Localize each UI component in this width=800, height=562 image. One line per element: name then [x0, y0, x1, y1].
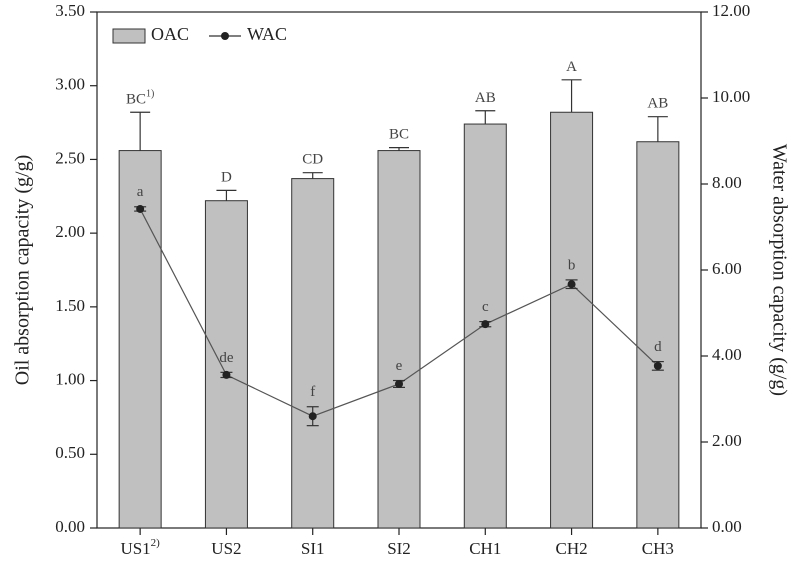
letter: BC — [389, 127, 409, 143]
bar — [118, 150, 162, 529]
legend-swatch — [112, 28, 146, 44]
x-tick-text: US1 — [120, 539, 150, 558]
legend-label: WAC — [247, 24, 287, 44]
x-tick-label: SI2 — [387, 539, 411, 558]
y2-tick-label: 10.00 — [712, 87, 750, 106]
significance-letter: BC1) — [126, 89, 154, 108]
significance-letter: e — [396, 358, 403, 374]
y2-tick-label: 0.00 — [712, 517, 742, 536]
y-tick-label: 1.00 — [55, 369, 85, 388]
point — [222, 370, 231, 379]
significance-letter: c — [482, 299, 489, 315]
x-tick-label: CH3 — [642, 539, 674, 558]
significance-letter: f — [310, 384, 315, 400]
y2-tick-label: 4.00 — [712, 345, 742, 364]
letter: BC — [126, 92, 146, 108]
y2-tick-label: 6.00 — [712, 259, 742, 278]
significance-letter: A — [566, 59, 577, 75]
significance-letter: CD — [302, 152, 323, 168]
x-tick-text: SI2 — [387, 539, 411, 558]
footnote-mark: 1) — [146, 89, 154, 100]
y2-tick-label: 2.00 — [712, 431, 742, 450]
y2-tick-label: 12.00 — [712, 1, 750, 20]
significance-letter: a — [137, 184, 144, 200]
x-tick-text: CH2 — [556, 539, 588, 558]
significance-letter: AB — [475, 90, 496, 106]
y-tick-label: 0.50 — [55, 443, 85, 462]
letter: A — [566, 59, 577, 75]
y-tick-label: 2.00 — [55, 222, 85, 241]
point — [395, 379, 403, 388]
letter: AB — [647, 96, 668, 112]
x-tick-label: SI1 — [301, 539, 325, 558]
footnote-mark: 2) — [151, 537, 161, 549]
legend-label: OAC — [151, 24, 189, 44]
bar — [377, 150, 421, 529]
significance-letter: b — [568, 257, 576, 273]
y-tick-label: 2.50 — [55, 148, 85, 167]
point — [567, 280, 576, 289]
y-tick-label: 3.00 — [55, 75, 85, 94]
letter: D — [221, 170, 232, 186]
letter: CD — [302, 152, 323, 168]
x-tick-text: CH3 — [642, 539, 674, 558]
point — [653, 361, 662, 370]
y-axis-title: Oil absorption capacity (g/g) — [12, 155, 34, 386]
x-tick-label: CH1 — [469, 539, 501, 558]
x-tick-label: US12) — [120, 537, 160, 558]
y-tick-label: 1.50 — [55, 296, 85, 315]
y-tick-label: 0.00 — [55, 517, 85, 536]
point — [481, 320, 490, 329]
significance-letter: D — [221, 170, 232, 186]
point — [308, 412, 317, 421]
y2-axis-title: Water absorption capacity (g/g) — [768, 144, 790, 396]
significance-letter: BC — [389, 127, 409, 143]
x-tick-text: US2 — [211, 539, 241, 558]
bar — [291, 178, 335, 529]
point — [136, 204, 145, 213]
y-tick-label: 3.50 — [55, 1, 85, 20]
legend-marker — [221, 32, 229, 40]
significance-letter: de — [219, 350, 234, 366]
x-tick-text: CH1 — [469, 539, 501, 558]
x-tick-label: CH2 — [556, 539, 588, 558]
x-tick-text: SI1 — [301, 539, 325, 558]
significance-letter: AB — [647, 96, 668, 112]
letter: AB — [475, 90, 496, 106]
y2-tick-label: 8.00 — [712, 173, 742, 192]
x-tick-label: US2 — [211, 539, 241, 558]
significance-letter: d — [654, 339, 662, 355]
bar — [550, 111, 594, 529]
bar — [636, 141, 680, 529]
